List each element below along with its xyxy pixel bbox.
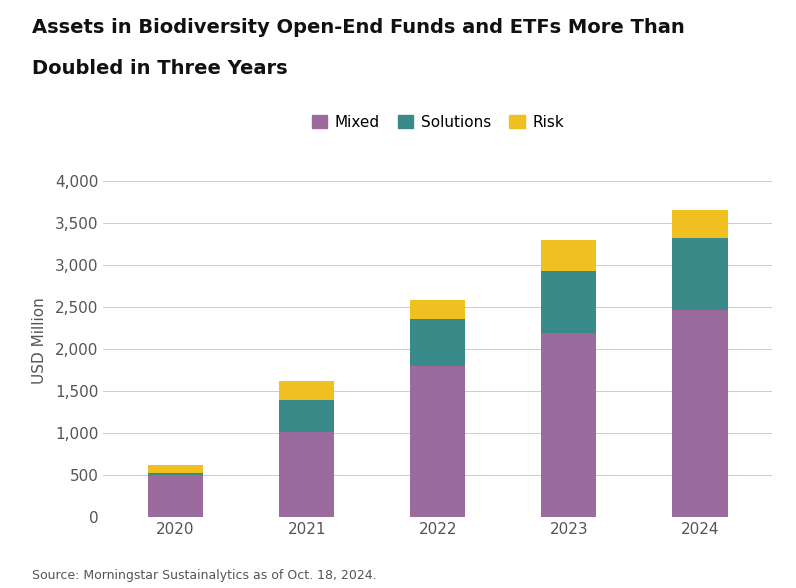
Bar	[673, 309, 728, 517]
Legend: Mixed, Solutions, Risk: Mixed, Solutions, Risk	[306, 109, 570, 136]
Bar	[410, 319, 466, 366]
Text: Source: Morningstar Sustainalytics as of Oct. 18, 2024.: Source: Morningstar Sustainalytics as of…	[32, 569, 377, 582]
Bar	[673, 238, 728, 309]
Bar	[541, 240, 596, 271]
Bar	[279, 432, 334, 517]
Bar	[410, 300, 466, 319]
Bar	[148, 476, 203, 517]
Bar	[541, 271, 596, 333]
Bar	[148, 473, 203, 476]
Bar	[410, 366, 466, 517]
Bar	[279, 400, 334, 432]
Bar	[279, 382, 334, 400]
Y-axis label: USD Million: USD Million	[32, 298, 47, 385]
Bar	[148, 465, 203, 473]
Bar	[541, 333, 596, 517]
Text: Assets in Biodiversity Open-End Funds and ETFs More Than: Assets in Biodiversity Open-End Funds an…	[32, 18, 685, 36]
Bar	[673, 209, 728, 238]
Text: Doubled in Three Years: Doubled in Three Years	[32, 59, 287, 78]
